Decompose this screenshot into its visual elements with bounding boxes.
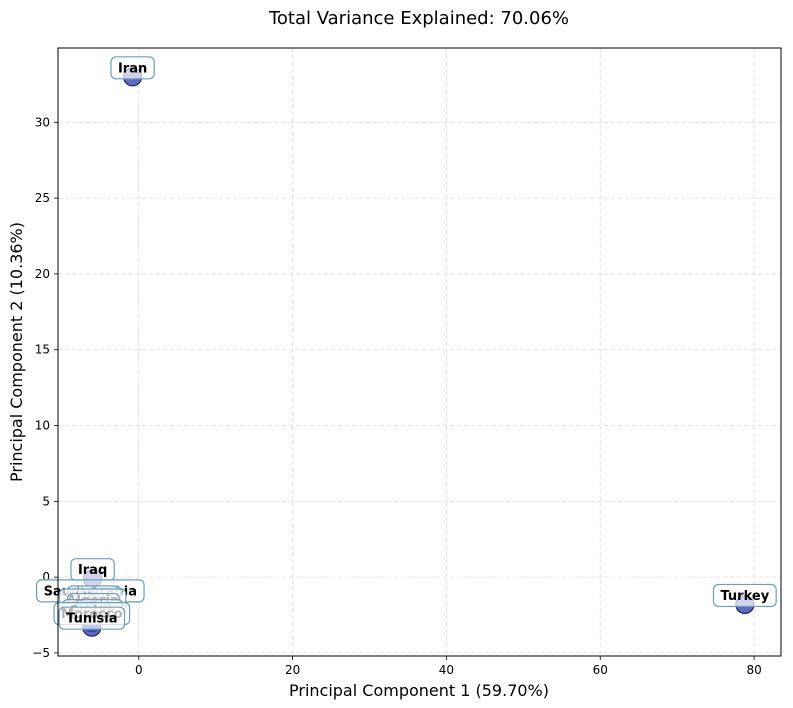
point-label-text: Iraq bbox=[78, 563, 107, 578]
point-label: Iran bbox=[110, 56, 155, 80]
point-label-text: Tunisia bbox=[66, 612, 117, 627]
point-labels: IranTurkeyIraqSaudi ArabiaLibyaAlgeriaSy… bbox=[35, 56, 777, 630]
x-tick-label: 0 bbox=[135, 663, 143, 677]
y-tick-label: 20 bbox=[35, 267, 50, 281]
point-label-box bbox=[58, 606, 126, 630]
y-axis-label: Principal Component 2 (10.36%) bbox=[7, 222, 26, 482]
x-tick-label: 80 bbox=[746, 663, 761, 677]
chart-title: Total Variance Explained: 70.06% bbox=[268, 8, 569, 29]
y-tick-label: 5 bbox=[42, 494, 50, 508]
point-label-box bbox=[712, 583, 777, 608]
data-points bbox=[80, 67, 755, 637]
y-tick-label: 15 bbox=[35, 343, 50, 357]
point-label-text: Iran bbox=[118, 61, 147, 76]
x-tick-label: 20 bbox=[285, 663, 300, 677]
axis-ticks: 0 20 40 60 80 −5 0 5 10 15 20 25 30 bbox=[32, 115, 761, 677]
point-label: Iraq bbox=[70, 558, 115, 582]
point-label-text: Turkey bbox=[720, 589, 769, 604]
y-tick-label: 30 bbox=[35, 115, 50, 129]
grid bbox=[58, 48, 781, 656]
x-axis-label: Principal Component 1 (59.70%) bbox=[289, 681, 549, 700]
point-label: Tunisia bbox=[58, 606, 126, 630]
x-tick-label: 40 bbox=[439, 663, 454, 677]
y-tick-label: 10 bbox=[35, 419, 50, 433]
y-tick-label: 25 bbox=[35, 191, 50, 205]
plot-area-frame bbox=[57, 47, 782, 657]
y-tick-label: 0 bbox=[42, 570, 50, 584]
point-label-box bbox=[110, 56, 155, 80]
point-label: Turkey bbox=[712, 583, 777, 608]
y-tick-label: −5 bbox=[32, 646, 50, 660]
x-tick-label: 60 bbox=[593, 663, 608, 677]
